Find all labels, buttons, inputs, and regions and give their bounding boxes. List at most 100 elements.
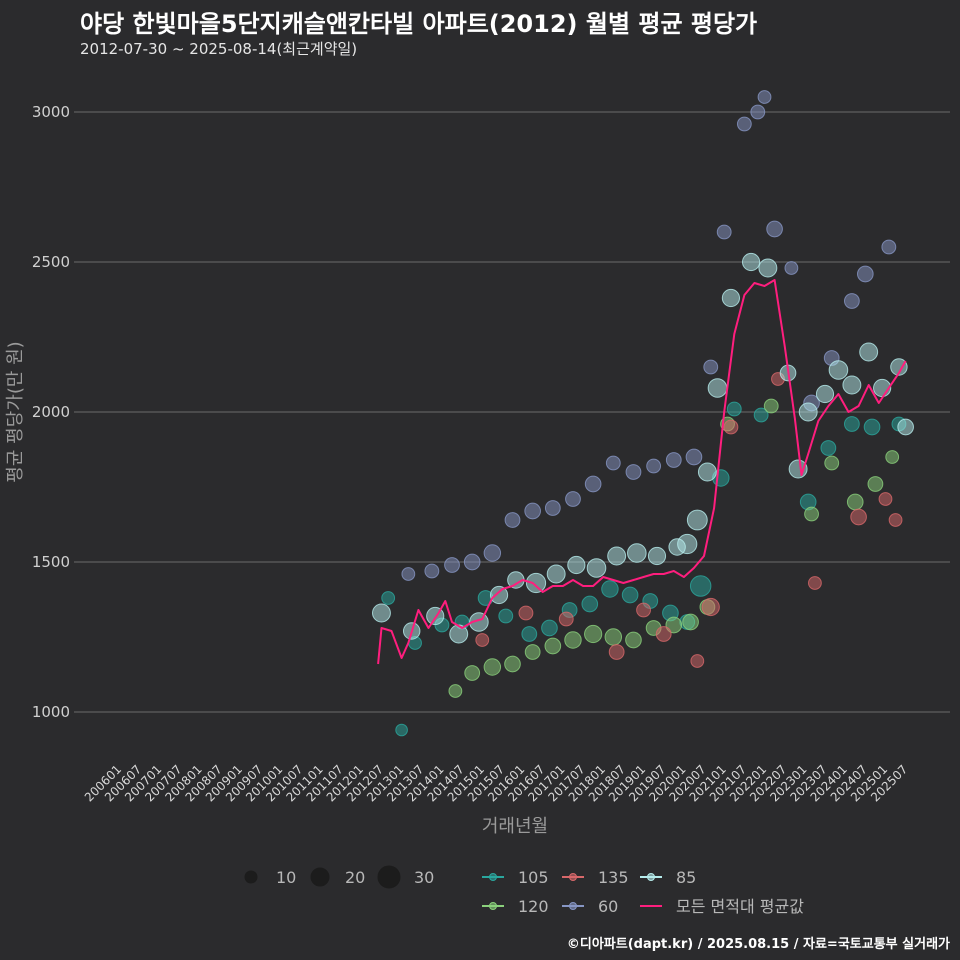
data-point-120 xyxy=(584,624,603,644)
data-point-120 xyxy=(604,628,623,646)
data-point-85 xyxy=(721,288,741,308)
data-point-85 xyxy=(525,572,547,594)
average-line-group xyxy=(377,279,907,665)
data-point-85 xyxy=(897,418,914,436)
data-point-85 xyxy=(842,375,862,395)
data-point-120 xyxy=(544,637,562,655)
data-point-60 xyxy=(716,224,732,240)
data-point-135 xyxy=(850,508,867,526)
data-point-105 xyxy=(753,407,769,423)
data-point-60 xyxy=(625,464,642,480)
data-point-85 xyxy=(828,360,849,380)
data-point-60 xyxy=(605,455,621,471)
data-point-135 xyxy=(690,654,705,668)
legend-label-avg: 모든 면적대 평균값 xyxy=(676,897,804,916)
data-point-105 xyxy=(863,418,881,436)
data-point-135 xyxy=(701,597,720,617)
data-point-85 xyxy=(607,546,627,566)
data-point-105 xyxy=(843,416,860,432)
data-point-105 xyxy=(820,440,837,456)
y-tick-label: 1000 xyxy=(32,703,70,721)
data-point-85 xyxy=(489,585,509,605)
legend-swatch-dot xyxy=(647,873,655,881)
data-point-60 xyxy=(685,448,703,466)
data-point-60 xyxy=(463,553,481,571)
data-point-85 xyxy=(741,252,761,272)
y-gridlines xyxy=(74,111,950,713)
data-point-120 xyxy=(804,506,819,522)
data-point-120 xyxy=(504,655,521,673)
data-point-85 xyxy=(677,533,698,555)
data-point-135 xyxy=(808,576,822,590)
legend-label-60: 60 xyxy=(598,897,618,916)
y-tick-label: 2500 xyxy=(32,253,70,271)
y-tick-label: 3000 xyxy=(32,103,70,121)
data-point-120 xyxy=(564,631,582,649)
data-point-135 xyxy=(558,611,574,627)
data-point-85 xyxy=(697,462,717,482)
chart-title: 야당 한빛마을5단지캐슬앤칸타빌 아파트(2012) 월별 평균 평당가 xyxy=(80,10,758,38)
data-point-60 xyxy=(544,500,561,516)
data-point-120 xyxy=(625,631,642,649)
data-point-60 xyxy=(665,452,682,468)
data-point-85 xyxy=(686,509,708,531)
legend-label-105: 105 xyxy=(518,868,549,887)
data-point-85 xyxy=(647,546,667,566)
legend-swatch-dot xyxy=(489,902,497,910)
data-point-60 xyxy=(483,544,502,562)
data-point-85 xyxy=(449,624,469,644)
data-point-60 xyxy=(646,458,662,474)
data-point-60 xyxy=(784,261,799,275)
y-axis-label: 평균 평당가(만 원) xyxy=(5,341,26,482)
size-legend-dot xyxy=(310,867,330,887)
data-point-120 xyxy=(763,398,779,414)
legend-swatch-dot xyxy=(489,873,497,881)
data-point-135 xyxy=(608,644,625,660)
data-point-60 xyxy=(565,491,581,507)
y-tick-label: 2000 xyxy=(32,403,70,421)
data-point-135 xyxy=(636,602,651,618)
average-line xyxy=(377,279,907,665)
data-point-60 xyxy=(843,293,860,309)
size-legend-dot xyxy=(244,870,258,884)
data-point-60 xyxy=(584,475,602,493)
legend-swatch-dot xyxy=(569,902,577,910)
size-legend-label: 30 xyxy=(414,868,434,887)
data-point-120 xyxy=(682,613,699,631)
y-tick-label: 1500 xyxy=(32,553,70,571)
data-point-60 xyxy=(504,512,521,528)
data-point-105 xyxy=(621,586,639,604)
data-point-105 xyxy=(521,626,538,642)
data-point-85 xyxy=(798,402,818,422)
source-footer: ©디아파트(dapt.kr) / 2025.08.15 / 자료=국토교통부 실… xyxy=(566,937,950,952)
data-point-135 xyxy=(888,513,903,527)
data-point-85 xyxy=(627,543,647,563)
legend-label-135: 135 xyxy=(598,868,629,887)
data-point-120 xyxy=(885,450,900,464)
data-point-105 xyxy=(601,580,619,598)
legend: 10 20 30 105 135 85 120 60 모든 면적대 평균값 xyxy=(244,865,804,916)
data-point-60 xyxy=(444,557,460,573)
data-point-105 xyxy=(581,595,599,613)
data-point-120 xyxy=(464,665,481,681)
data-point-105 xyxy=(726,401,742,417)
legend-swatch-dot xyxy=(569,873,577,881)
data-point-105 xyxy=(689,575,712,597)
data-point-85 xyxy=(707,378,728,398)
data-point-85 xyxy=(567,555,586,575)
data-point-135 xyxy=(518,605,534,621)
data-point-60 xyxy=(401,567,416,581)
data-point-85 xyxy=(546,564,566,584)
x-axis-label: 거래년월 xyxy=(482,816,548,837)
data-point-135 xyxy=(475,633,490,647)
size-legend-label: 10 xyxy=(276,868,296,887)
legend-label-85: 85 xyxy=(676,868,696,887)
legend-label-120: 120 xyxy=(518,897,549,916)
data-point-60 xyxy=(766,220,783,238)
data-point-60 xyxy=(524,502,541,520)
size-legend-label: 20 xyxy=(345,868,365,887)
size-legend-dot xyxy=(377,865,401,889)
data-point-60 xyxy=(750,104,766,120)
data-point-105 xyxy=(381,591,396,605)
